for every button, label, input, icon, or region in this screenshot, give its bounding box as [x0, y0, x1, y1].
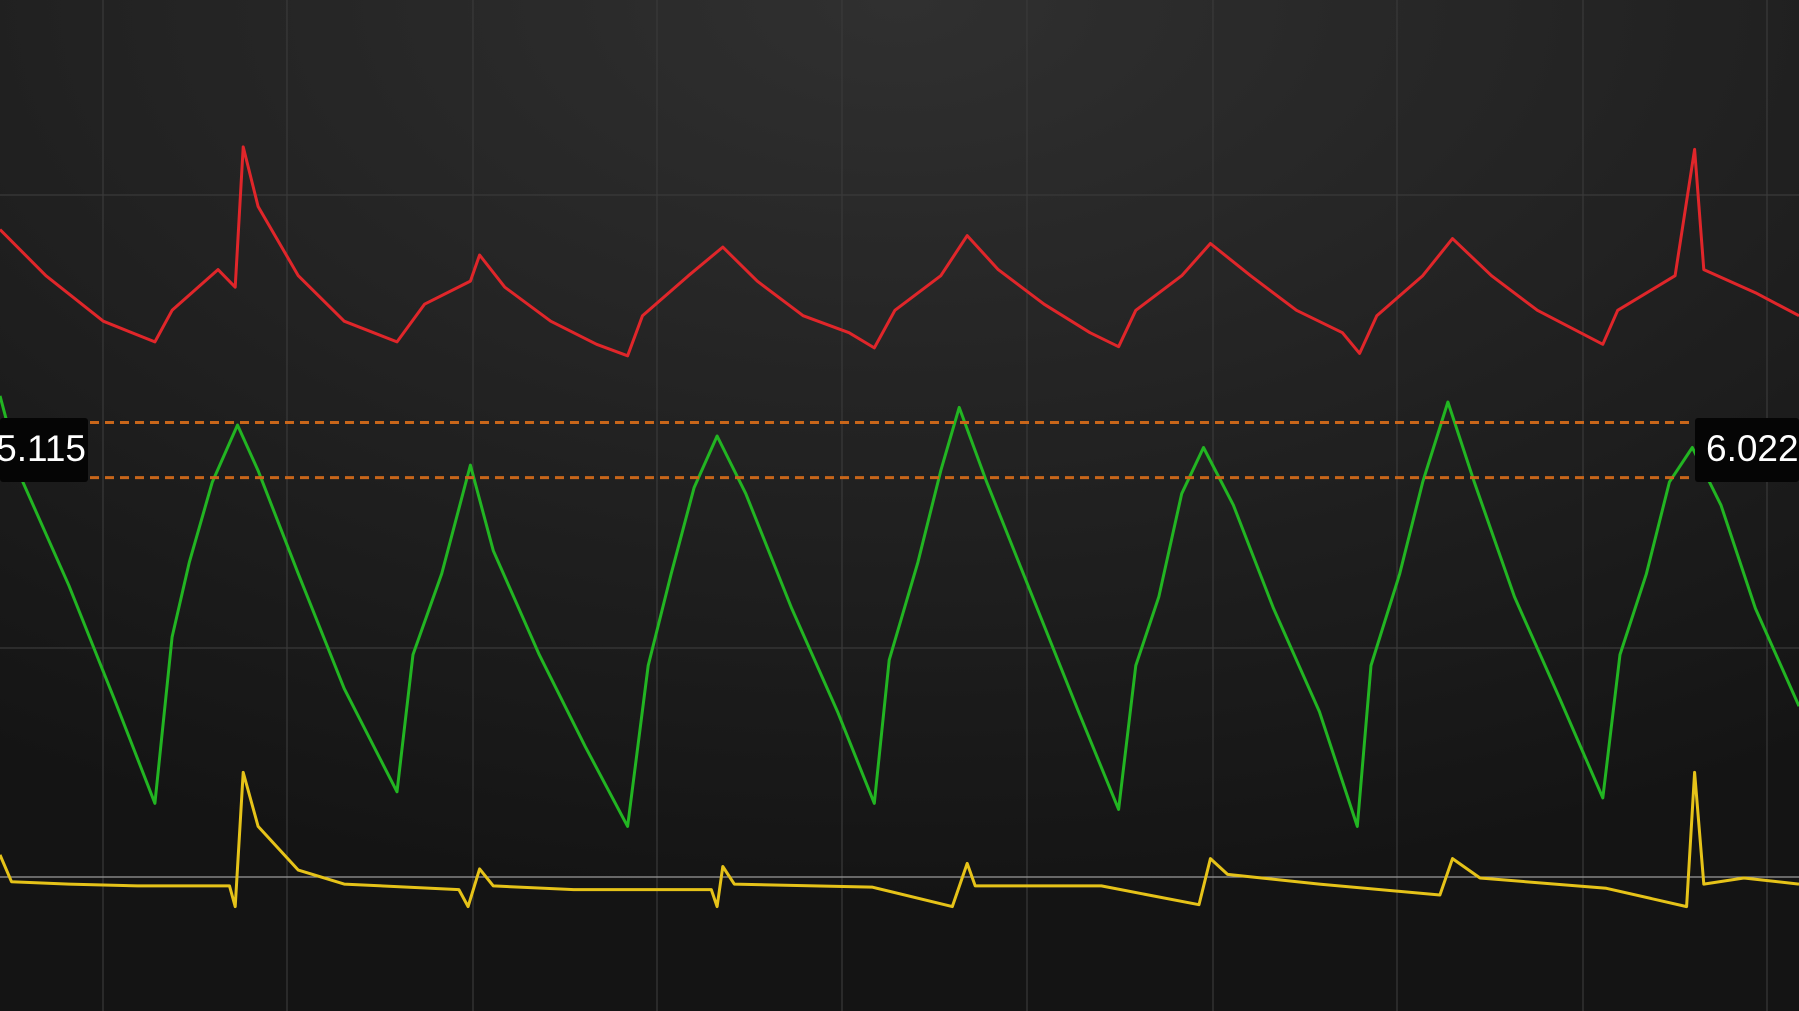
cursor-label-box [0, 418, 88, 483]
series-line [0, 145, 1799, 358]
series-line [0, 770, 1799, 909]
cursor-label: 6.022 [1706, 428, 1799, 469]
cursor-label-box [1695, 418, 1799, 483]
cursor-label: 5.115 [0, 428, 86, 469]
series-line [0, 395, 1799, 828]
